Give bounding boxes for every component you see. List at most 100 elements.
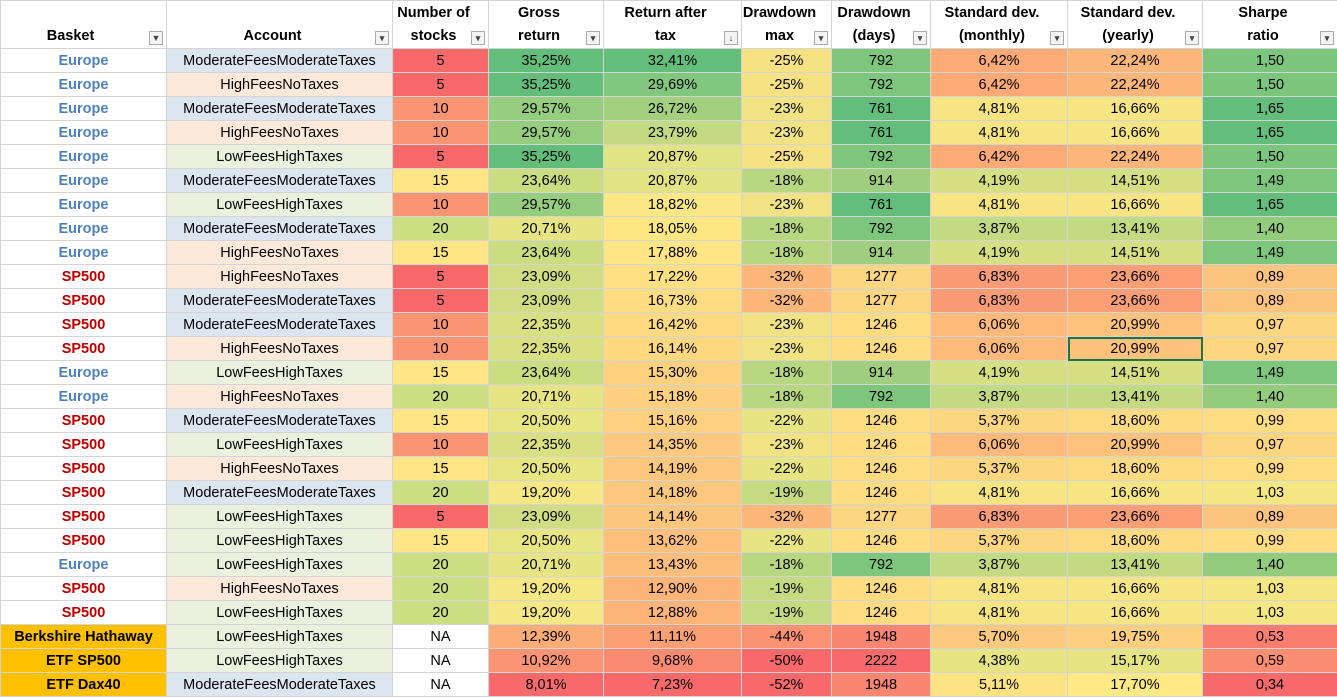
stocks-cell[interactable]: 10: [392, 336, 489, 361]
stocks-cell[interactable]: 15: [392, 456, 489, 481]
dd-max-cell[interactable]: -23%: [741, 120, 832, 145]
dd-max-cell[interactable]: -52%: [741, 672, 832, 697]
basket-cell[interactable]: Europe: [0, 552, 167, 577]
account-cell[interactable]: HighFeesNoTaxes: [166, 456, 393, 481]
sharpe-cell[interactable]: 1,65: [1202, 96, 1337, 121]
sd-month-cell[interactable]: 6,83%: [930, 288, 1068, 313]
dd-max-cell[interactable]: -23%: [741, 96, 832, 121]
account-cell[interactable]: HighFeesNoTaxes: [166, 264, 393, 289]
account-cell[interactable]: LowFeesHighTaxes: [166, 504, 393, 529]
sharpe-cell[interactable]: 0,34: [1202, 672, 1337, 697]
stocks-cell[interactable]: 5: [392, 264, 489, 289]
sd-year-cell[interactable]: 14,51%: [1067, 360, 1203, 385]
sharpe-cell[interactable]: 1,50: [1202, 48, 1337, 73]
sd-year-cell[interactable]: 13,41%: [1067, 384, 1203, 409]
account-cell[interactable]: HighFeesNoTaxes: [166, 576, 393, 601]
sd-month-cell[interactable]: 6,83%: [930, 504, 1068, 529]
gross-cell[interactable]: 35,25%: [488, 144, 604, 169]
basket-cell[interactable]: SP500: [0, 264, 167, 289]
ret-after-cell[interactable]: 13,43%: [603, 552, 742, 577]
dd-days-cell[interactable]: 914: [831, 360, 931, 385]
dd-max-cell[interactable]: -25%: [741, 144, 832, 169]
dd-max-cell[interactable]: -18%: [741, 240, 832, 265]
dd-days-cell[interactable]: 792: [831, 72, 931, 97]
ret-after-cell[interactable]: 7,23%: [603, 672, 742, 697]
stocks-cell[interactable]: 5: [392, 72, 489, 97]
ret-after-cell[interactable]: 14,19%: [603, 456, 742, 481]
ret-after-cell[interactable]: 17,22%: [603, 264, 742, 289]
dd-max-cell[interactable]: -19%: [741, 480, 832, 505]
ret-after-cell[interactable]: 20,87%: [603, 144, 742, 169]
sd-year-cell[interactable]: 18,60%: [1067, 456, 1203, 481]
sd-month-cell[interactable]: 3,87%: [930, 384, 1068, 409]
column-header-gross[interactable]: Gross return ▾: [488, 0, 604, 49]
ret-after-cell[interactable]: 12,88%: [603, 600, 742, 625]
ret-after-cell[interactable]: 12,90%: [603, 576, 742, 601]
gross-cell[interactable]: 23,09%: [488, 264, 604, 289]
account-cell[interactable]: HighFeesNoTaxes: [166, 240, 393, 265]
basket-cell[interactable]: Europe: [0, 240, 167, 265]
sd-year-cell[interactable]: 13,41%: [1067, 216, 1203, 241]
sd-month-cell[interactable]: 4,81%: [930, 192, 1068, 217]
dd-days-cell[interactable]: 1246: [831, 432, 931, 457]
sharpe-cell[interactable]: 0,97: [1202, 432, 1337, 457]
dd-days-cell[interactable]: 1246: [831, 456, 931, 481]
account-cell[interactable]: ModerateFeesModerateTaxes: [166, 408, 393, 433]
sharpe-cell[interactable]: 1,50: [1202, 72, 1337, 97]
basket-cell[interactable]: SP500: [0, 504, 167, 529]
basket-cell[interactable]: Europe: [0, 48, 167, 73]
ret-after-cell[interactable]: 18,82%: [603, 192, 742, 217]
account-cell[interactable]: ModerateFeesModerateTaxes: [166, 96, 393, 121]
basket-cell[interactable]: SP500: [0, 600, 167, 625]
column-header-sd_month[interactable]: Standard dev. (monthly) ▾: [930, 0, 1068, 49]
ret-after-cell[interactable]: 16,14%: [603, 336, 742, 361]
sd-month-cell[interactable]: 6,42%: [930, 72, 1068, 97]
chevron-down-icon[interactable]: ▾: [586, 31, 600, 45]
dd-max-cell[interactable]: -23%: [741, 432, 832, 457]
sd-month-cell[interactable]: 3,87%: [930, 552, 1068, 577]
dd-days-cell[interactable]: 1246: [831, 480, 931, 505]
gross-cell[interactable]: 20,71%: [488, 216, 604, 241]
sd-month-cell[interactable]: 5,70%: [930, 624, 1068, 649]
basket-cell[interactable]: Berkshire Hathaway: [0, 624, 167, 649]
sharpe-cell[interactable]: 0,89: [1202, 288, 1337, 313]
ret-after-cell[interactable]: 11,11%: [603, 624, 742, 649]
gross-cell[interactable]: 20,50%: [488, 408, 604, 433]
basket-cell[interactable]: SP500: [0, 336, 167, 361]
account-cell[interactable]: HighFeesNoTaxes: [166, 120, 393, 145]
sd-month-cell[interactable]: 4,38%: [930, 648, 1068, 673]
sd-month-cell[interactable]: 3,87%: [930, 216, 1068, 241]
gross-cell[interactable]: 20,71%: [488, 384, 604, 409]
basket-cell[interactable]: Europe: [0, 384, 167, 409]
sharpe-cell[interactable]: 1,40: [1202, 216, 1337, 241]
gross-cell[interactable]: 23,09%: [488, 504, 604, 529]
sharpe-cell[interactable]: 0,99: [1202, 408, 1337, 433]
sharpe-cell[interactable]: 1,50: [1202, 144, 1337, 169]
stocks-cell[interactable]: 20: [392, 600, 489, 625]
dd-max-cell[interactable]: -22%: [741, 456, 832, 481]
stocks-cell[interactable]: 20: [392, 552, 489, 577]
account-cell[interactable]: LowFeesHighTaxes: [166, 624, 393, 649]
stocks-cell[interactable]: 5: [392, 144, 489, 169]
sharpe-cell[interactable]: 1,40: [1202, 552, 1337, 577]
sd-year-cell[interactable]: 22,24%: [1067, 72, 1203, 97]
stocks-cell[interactable]: NA: [392, 624, 489, 649]
account-cell[interactable]: HighFeesNoTaxes: [166, 72, 393, 97]
sd-month-cell[interactable]: 6,42%: [930, 48, 1068, 73]
gross-cell[interactable]: 19,20%: [488, 480, 604, 505]
dd-max-cell[interactable]: -23%: [741, 192, 832, 217]
sd-year-cell[interactable]: 23,66%: [1067, 288, 1203, 313]
sd-year-cell[interactable]: 14,51%: [1067, 168, 1203, 193]
stocks-cell[interactable]: 20: [392, 576, 489, 601]
dd-days-cell[interactable]: 1277: [831, 504, 931, 529]
account-cell[interactable]: ModerateFeesModerateTaxes: [166, 312, 393, 337]
ret-after-cell[interactable]: 16,42%: [603, 312, 742, 337]
account-cell[interactable]: LowFeesHighTaxes: [166, 360, 393, 385]
account-cell[interactable]: LowFeesHighTaxes: [166, 144, 393, 169]
gross-cell[interactable]: 22,35%: [488, 336, 604, 361]
stocks-cell[interactable]: 15: [392, 168, 489, 193]
chevron-down-icon[interactable]: ▾: [1320, 31, 1334, 45]
gross-cell[interactable]: 22,35%: [488, 312, 604, 337]
sharpe-cell[interactable]: 0,97: [1202, 312, 1337, 337]
stocks-cell[interactable]: 10: [392, 432, 489, 457]
